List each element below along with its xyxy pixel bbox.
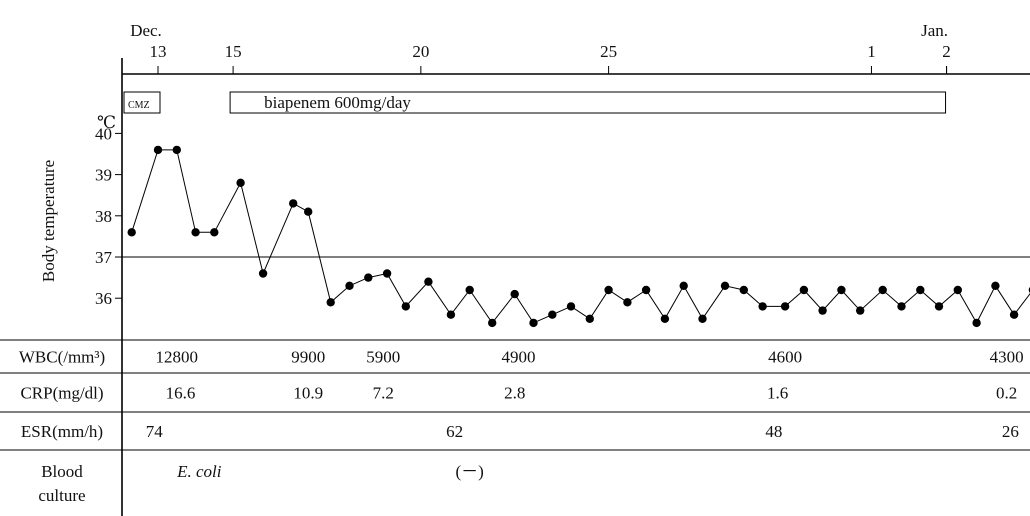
data-point (364, 273, 373, 282)
y-axis-label: Body temperature (39, 160, 58, 282)
data-point (529, 318, 538, 328)
data-point (172, 145, 181, 155)
data-point (210, 228, 219, 237)
data-point (236, 178, 245, 187)
table-cell: E. coli (176, 462, 222, 481)
data-point (897, 302, 906, 311)
data-point (345, 281, 354, 290)
y-tick-label: 36 (95, 289, 112, 308)
x-tick-label: 20 (412, 42, 429, 61)
x-tick-label: 13 (150, 42, 167, 61)
data-point (856, 306, 865, 315)
treatment-label: biapenem 600mg/day (264, 93, 411, 112)
y-tick-label: 37 (95, 248, 113, 267)
x-tick-label: 25 (600, 42, 617, 61)
data-point (548, 310, 557, 319)
month-labels: Dec. Jan. (130, 21, 948, 40)
data-point (799, 285, 809, 295)
data-point (837, 285, 846, 295)
table-cell: 26 (1002, 422, 1019, 441)
treatment-bar (123, 91, 161, 114)
data-point (258, 269, 268, 278)
y-tick-label: 39 (95, 166, 112, 185)
data-point (641, 285, 651, 295)
table-cell: 2.8 (504, 384, 525, 403)
data-point (488, 318, 497, 328)
data-point (934, 302, 944, 311)
series-line (131, 149, 1030, 324)
table-row-label: CRP(mg/dl) (20, 384, 103, 403)
table-row-label: ESR(mm/h) (21, 422, 103, 441)
treatment-label: CMZ (128, 100, 150, 111)
data-point (916, 285, 925, 295)
x-tick-label: 2 (942, 42, 951, 61)
table-cell: 48 (765, 422, 782, 441)
table-cell: 7.2 (373, 384, 394, 403)
table-cell: 1.6 (767, 384, 788, 403)
y-tick-label: 38 (95, 207, 112, 226)
data-point (424, 277, 433, 286)
table-cell: 0.2 (996, 384, 1017, 403)
data-point (679, 281, 688, 290)
data-point (382, 269, 392, 278)
table-cell: 74 (146, 422, 164, 441)
y-tick-label: 40 (95, 124, 112, 143)
data-point (510, 289, 519, 299)
data-point (446, 310, 456, 319)
data-point (758, 302, 767, 311)
data-point (972, 318, 981, 328)
data-point (1009, 310, 1019, 319)
data-point (780, 302, 790, 311)
y-axis-unit: ℃ (97, 113, 116, 132)
table-cell: 16.6 (166, 384, 196, 403)
data-point (153, 145, 163, 155)
data-point (739, 285, 748, 295)
data-point (604, 285, 613, 295)
data-point (465, 285, 474, 295)
data-point (566, 302, 576, 311)
data-point (818, 306, 827, 315)
y-axis: ℃ Body temperature 36 37 38 39 40 (39, 113, 122, 308)
table-row-label: culture (38, 486, 85, 505)
table-cell: (－) (456, 462, 484, 481)
x-tick-label: 15 (225, 42, 242, 61)
lab-table: WBC(/mm³) 12800 9900 5900 4900 4600 4300 CRP(mg… (19, 348, 1024, 506)
table-cell: 10.9 (293, 384, 323, 403)
treatment-bar (229, 91, 947, 114)
data-point (585, 314, 594, 323)
data-point (623, 298, 632, 307)
x-tick-labels: 13 15 20 25 1 2 (150, 42, 951, 74)
data-point (289, 199, 298, 208)
chart-axes (0, 58, 1030, 516)
x-tick-label: 1 (867, 42, 876, 61)
month-label: Dec. (130, 21, 162, 40)
table-cell: 12800 (156, 348, 199, 367)
table-cell: 4300 (990, 348, 1024, 367)
table-cell: 5900 (366, 348, 400, 367)
data-point (401, 302, 410, 311)
treatment-bars: CMZ biapenem 600mg/day (123, 91, 947, 114)
data-point (720, 281, 730, 290)
data-point (304, 207, 313, 216)
data-point (698, 314, 707, 323)
data-point (660, 314, 670, 323)
table-cell: 4900 (501, 348, 535, 367)
data-point (326, 298, 335, 307)
table-cell: 62 (446, 422, 463, 441)
month-label: Jan. (921, 21, 948, 40)
table-cell: 4600 (768, 348, 802, 367)
data-point (127, 228, 136, 237)
data-point (878, 285, 887, 295)
table-row-label: Blood (41, 462, 83, 481)
temperature-series (127, 145, 1030, 328)
data-point (191, 228, 200, 237)
data-point (953, 285, 962, 295)
table-cell: 9900 (291, 348, 325, 367)
table-row-label: WBC(/mm³) (19, 348, 105, 367)
data-point (991, 281, 1000, 290)
